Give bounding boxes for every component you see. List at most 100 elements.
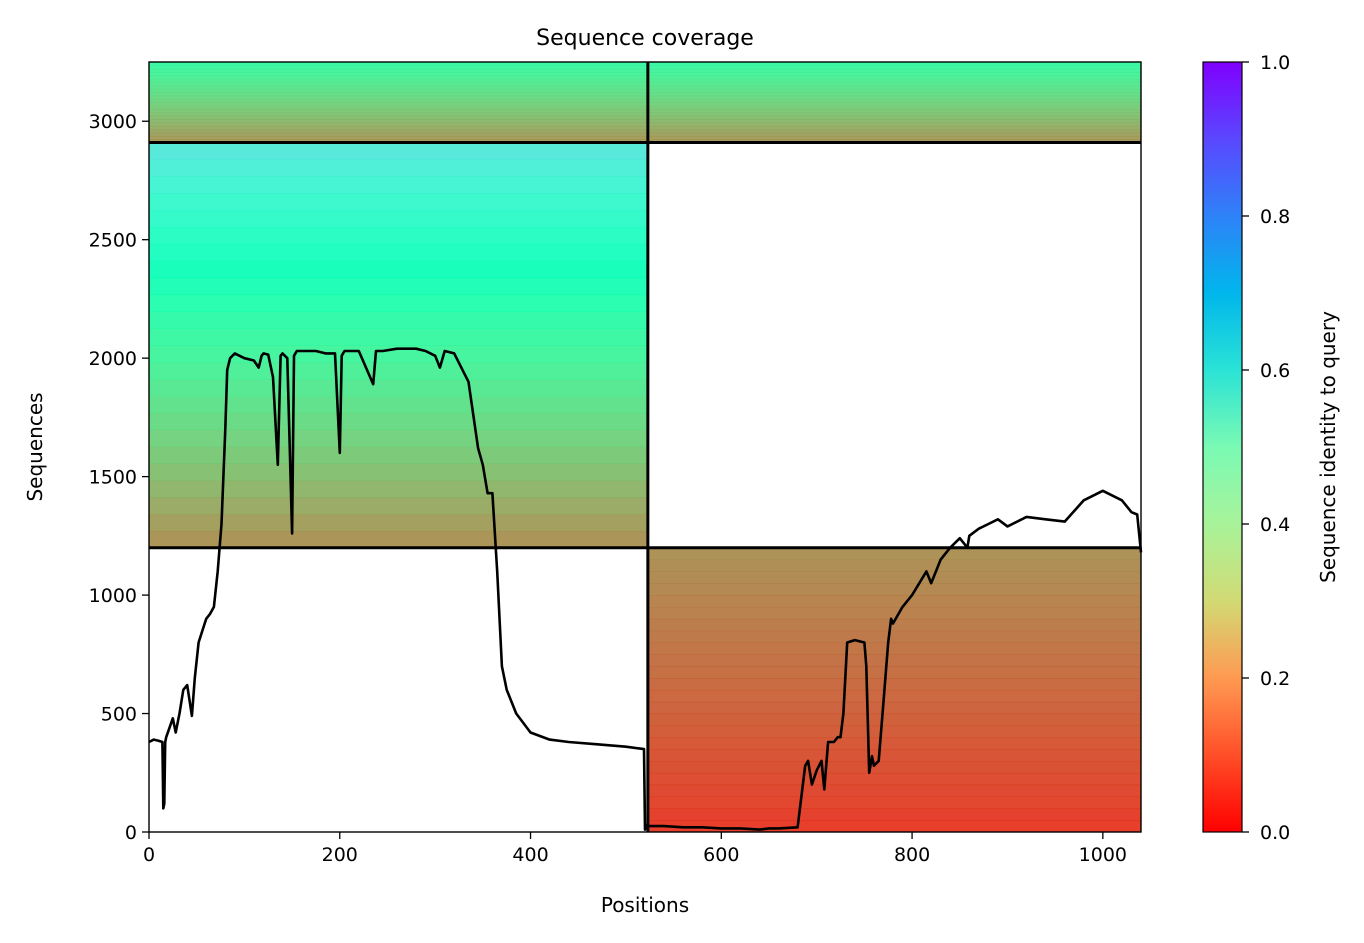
heatmap-band <box>647 678 1141 691</box>
heatmap-band <box>647 88 1141 93</box>
heatmap-band <box>647 606 1141 620</box>
heatmap-band <box>149 513 648 532</box>
heatmap-band <box>647 666 1141 679</box>
heatmap-band <box>647 689 1141 703</box>
y-tick-label: 1500 <box>89 467 137 489</box>
heatmap-band <box>149 243 648 262</box>
y-axis-label: Sequences <box>23 392 47 501</box>
x-tick-label: 800 <box>894 844 930 866</box>
heatmap-band <box>149 75 648 80</box>
coverage-heatmap <box>149 62 1141 832</box>
y-tick-label: 3000 <box>89 111 137 133</box>
heatmap-band <box>149 132 648 137</box>
heatmap-band <box>149 78 648 83</box>
heatmap-band <box>149 497 648 515</box>
heatmap-band <box>647 68 1141 73</box>
heatmap-band <box>149 119 648 124</box>
heatmap-band <box>647 98 1141 103</box>
heatmap-band <box>647 95 1141 100</box>
heatmap-band <box>149 193 648 211</box>
y-tick-label: 500 <box>101 704 137 726</box>
heatmap-band <box>647 122 1141 127</box>
plot-frame <box>148 61 1142 833</box>
x-tick-label: 0 <box>143 844 155 866</box>
colorbar-tick-label: 0.4 <box>1260 514 1290 536</box>
colorbar-tick-label: 0.6 <box>1260 360 1290 382</box>
heatmap-band <box>647 808 1141 821</box>
heatmap-band <box>149 311 648 329</box>
x-axis-label: Positions <box>601 893 689 917</box>
heatmap-band <box>149 68 648 73</box>
colorbar-tick-label: 1.0 <box>1260 52 1290 74</box>
heatmap-band <box>647 547 1141 561</box>
heatmap-band <box>149 92 648 97</box>
heatmap-band <box>149 463 648 481</box>
heatmap-band <box>647 132 1141 137</box>
heatmap-band <box>149 176 648 194</box>
heatmap-band <box>647 630 1141 644</box>
heatmap-band <box>647 92 1141 97</box>
heatmap-band <box>647 78 1141 83</box>
heatmap-band <box>647 72 1141 77</box>
heatmap-band <box>149 294 648 312</box>
heatmap-band <box>647 583 1141 596</box>
heatmap-band <box>149 72 648 77</box>
coverage-line <box>148 347 1143 831</box>
heatmap-band <box>149 142 648 161</box>
heatmap-band <box>647 784 1141 798</box>
heatmap-band <box>149 135 648 140</box>
colorbar-ticks: 0.0 0.2 0.4 0.6 0.8 1.0 <box>1242 52 1290 844</box>
heatmap-band <box>149 378 648 397</box>
y-tick-label: 2500 <box>89 230 137 252</box>
heatmap-band <box>647 135 1141 140</box>
heatmap-band <box>647 119 1141 124</box>
heatmap-band <box>647 820 1141 832</box>
heatmap-band <box>149 65 648 70</box>
y-axis-ticks: 0 500 1000 1500 2000 2500 3000 <box>89 111 149 844</box>
heatmap-band <box>647 642 1141 655</box>
heatmap-band <box>647 62 1141 66</box>
heatmap-band <box>149 395 648 414</box>
heatmap-band <box>149 102 648 107</box>
heatmap-band <box>149 277 648 296</box>
heatmap-band <box>647 112 1141 117</box>
heatmap-band <box>647 105 1141 110</box>
heatmap-band <box>647 760 1141 774</box>
heatmap-band <box>647 129 1141 134</box>
heatmap-band <box>647 713 1141 726</box>
x-tick-label: 400 <box>512 844 548 866</box>
heatmap-band <box>647 125 1141 130</box>
heatmap-band <box>149 210 648 228</box>
x-tick-label: 200 <box>322 844 358 866</box>
heatmap-band <box>647 654 1141 667</box>
heatmap-band <box>647 102 1141 107</box>
heatmap-band <box>149 328 648 346</box>
heatmap-band <box>149 129 648 134</box>
heatmap-band <box>149 115 648 120</box>
colorbar-tick-label: 0.0 <box>1260 822 1290 844</box>
heatmap-band <box>149 412 648 431</box>
heatmap-band <box>647 559 1141 572</box>
heatmap-band <box>647 85 1141 90</box>
heatmap-band <box>647 618 1141 632</box>
heatmap-band <box>647 737 1141 750</box>
heatmap-band <box>149 85 648 90</box>
x-tick-label: 600 <box>703 844 739 866</box>
heatmap-band <box>149 480 648 498</box>
y-tick-label: 1000 <box>89 585 137 607</box>
heatmap-band <box>149 159 648 177</box>
heatmap-band <box>149 105 648 110</box>
colorbar-label: Sequence identity to query <box>1316 311 1340 583</box>
heatmap-band <box>149 125 648 130</box>
heatmap-band <box>149 108 648 113</box>
colorbar <box>1202 61 1243 833</box>
heatmap-band <box>647 701 1141 715</box>
block-separators <box>149 62 1141 832</box>
heatmap-band <box>647 82 1141 87</box>
heatmap-band <box>149 88 648 93</box>
heatmap-band <box>149 530 648 549</box>
heatmap-band <box>647 749 1141 762</box>
heatmap-band <box>149 446 648 464</box>
heatmap-band <box>647 772 1141 786</box>
